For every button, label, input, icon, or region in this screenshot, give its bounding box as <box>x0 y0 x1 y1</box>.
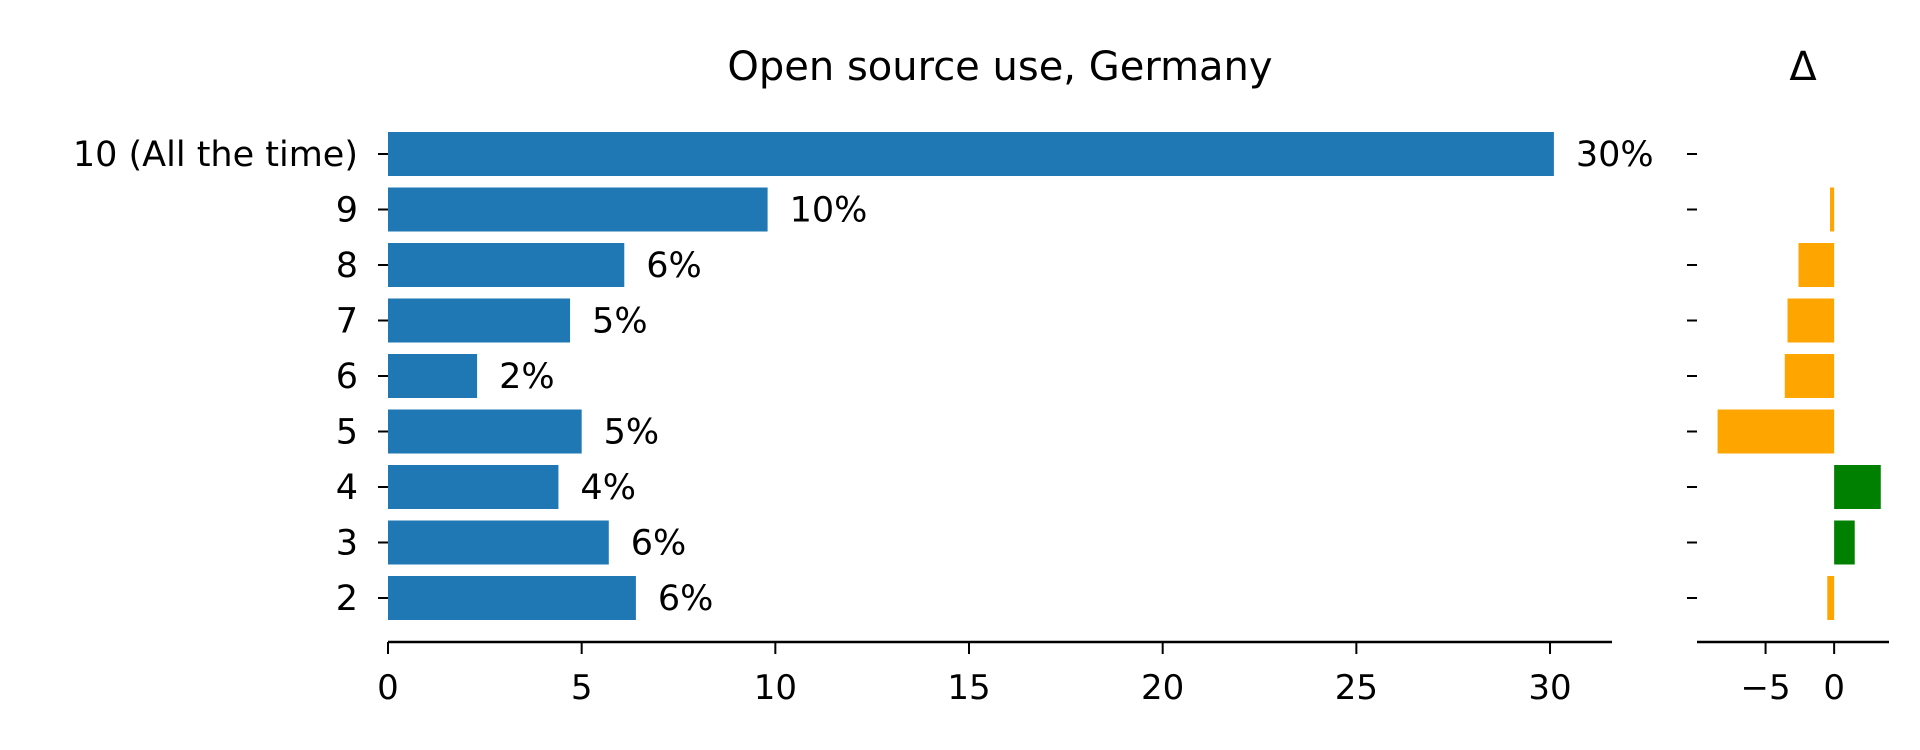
value-label: 4% <box>580 468 636 508</box>
value-label: 6% <box>631 524 687 564</box>
category-label: 4 <box>336 468 358 508</box>
delta-bar <box>1798 243 1835 287</box>
delta-bar <box>1834 465 1881 509</box>
bar <box>388 409 582 454</box>
category-label: 3 <box>336 524 358 564</box>
value-label: 2% <box>499 357 555 397</box>
bar <box>388 354 478 398</box>
bar <box>388 298 571 343</box>
bar <box>388 132 1554 176</box>
x-tick-label: 0 <box>377 668 399 708</box>
category-label: 5 <box>336 413 358 453</box>
delta-chart-title: Δ <box>1789 44 1817 90</box>
main-chart-title: Open source use, Germany <box>727 44 1272 90</box>
value-label: 10% <box>790 191 868 231</box>
value-label: 5% <box>592 302 648 342</box>
x-tick-label: 20 <box>1141 668 1184 708</box>
value-label: 30% <box>1576 135 1654 175</box>
bar <box>388 187 768 232</box>
bar <box>388 243 625 287</box>
delta-bar <box>1827 576 1835 620</box>
delta-bar <box>1834 520 1855 565</box>
bar <box>388 576 636 620</box>
delta-bar <box>1787 298 1835 343</box>
category-label: 6 <box>336 357 358 397</box>
main-bar-panel: 10 (All the time) 30% 9 10% 8 6% 7 5% 6 2% 5 5% 4 4% 3… <box>73 132 1654 708</box>
x-tick-label: 10 <box>754 668 797 708</box>
value-label: 5% <box>604 413 660 453</box>
delta-bar <box>1784 354 1835 398</box>
category-label: 10 (All the time) <box>73 135 358 175</box>
delta-bar <box>1830 187 1835 232</box>
x-tick-label: 15 <box>947 668 990 708</box>
bar <box>388 465 559 509</box>
value-label: 6% <box>658 579 714 619</box>
delta-bar-panel: −5 0 <box>1687 153 1889 708</box>
delta-x-tick-label: −5 <box>1741 668 1791 708</box>
x-tick-label: 5 <box>571 668 593 708</box>
x-tick-label: 30 <box>1528 668 1571 708</box>
category-label: 8 <box>336 246 358 286</box>
category-label: 7 <box>336 302 358 342</box>
delta-bar <box>1717 409 1835 454</box>
bar <box>388 520 609 565</box>
x-tick-label: 25 <box>1335 668 1378 708</box>
value-label: 6% <box>646 246 702 286</box>
delta-x-tick-label: 0 <box>1823 668 1845 708</box>
category-label: 2 <box>336 579 358 619</box>
category-label: 9 <box>336 191 358 231</box>
